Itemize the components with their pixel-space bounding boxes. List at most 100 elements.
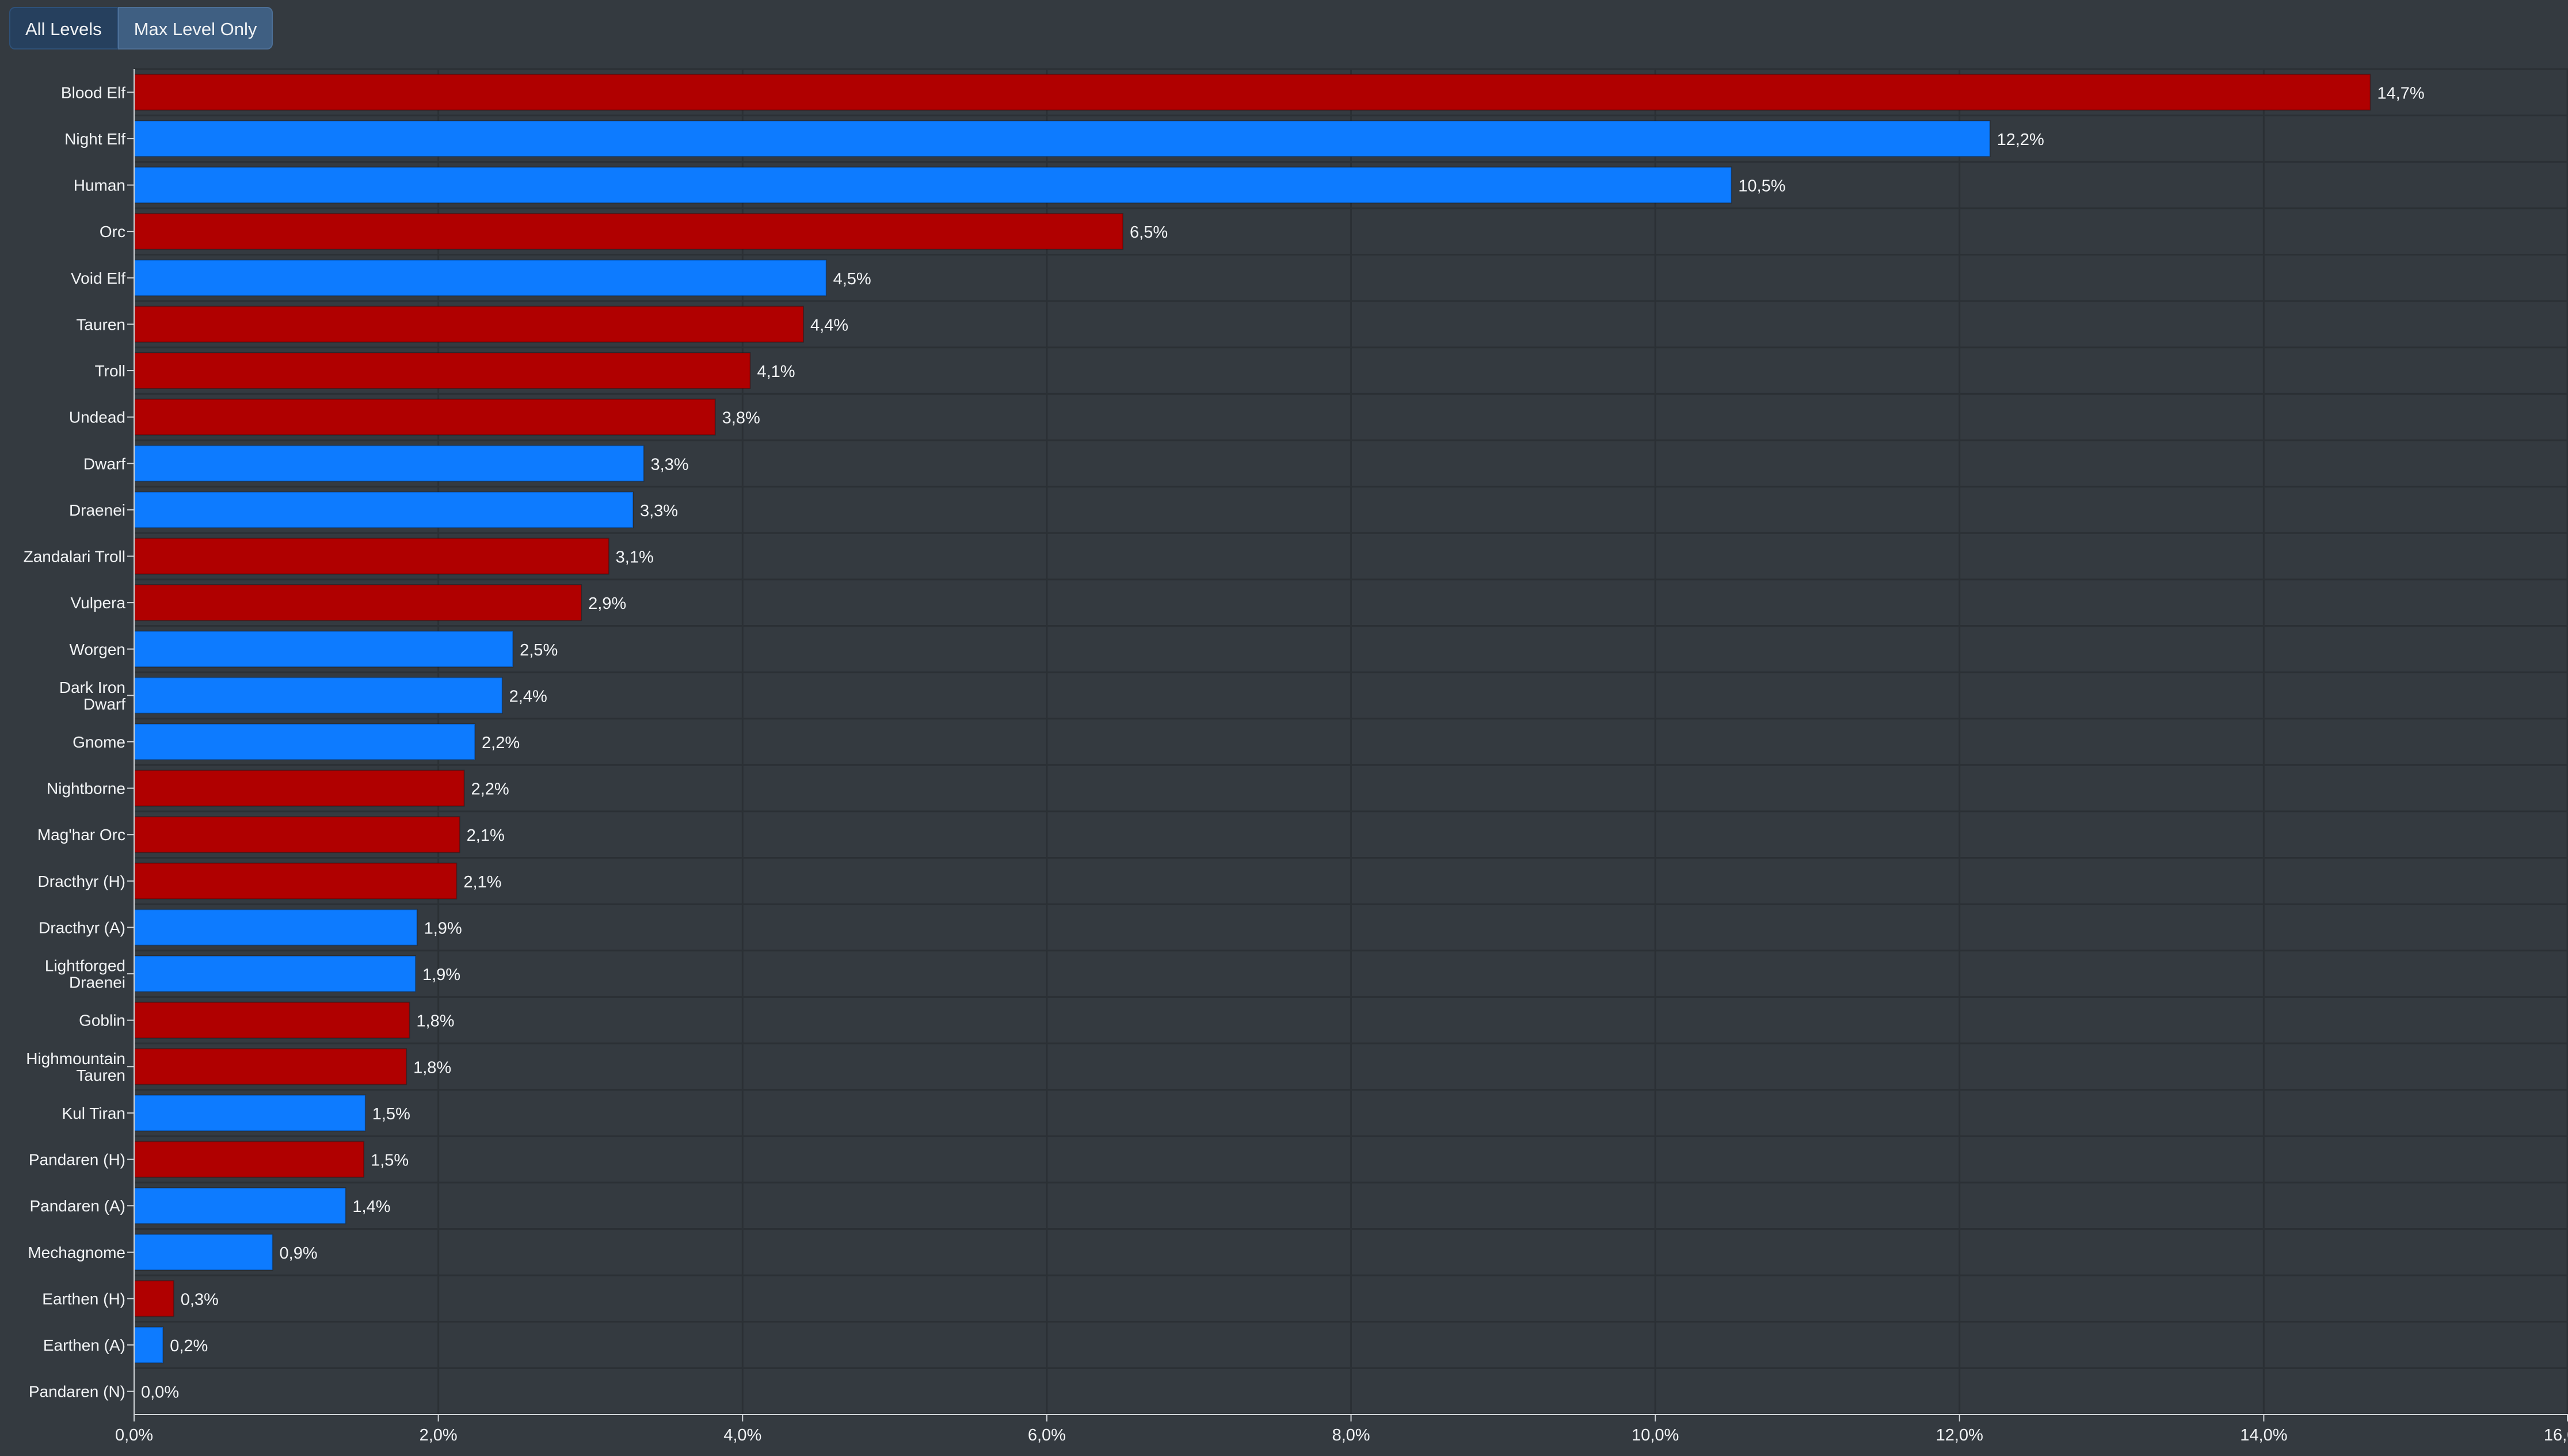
bars bbox=[134, 74, 2371, 1364]
bar-mechagnome[interactable] bbox=[134, 1233, 273, 1271]
bar-blood-elf[interactable] bbox=[134, 74, 2371, 111]
bar-highmountain-tauren[interactable] bbox=[134, 1048, 407, 1085]
x-tick-label: 4,0% bbox=[723, 1426, 761, 1444]
value-label: 1,8% bbox=[416, 1012, 454, 1031]
value-label: 1,8% bbox=[413, 1058, 451, 1077]
category-label: Dracthyr (A) bbox=[39, 918, 125, 936]
value-label: 2,2% bbox=[471, 780, 509, 799]
bar-gnome[interactable] bbox=[134, 723, 476, 761]
category-label: Earthen (A) bbox=[43, 1336, 125, 1354]
category-label: Highmountain bbox=[26, 1050, 125, 1068]
axes bbox=[127, 69, 2568, 1421]
bar-zandalari-troll[interactable] bbox=[134, 538, 609, 575]
category-label: Nightborne bbox=[47, 780, 125, 798]
value-label: 1,5% bbox=[371, 1152, 409, 1170]
bar-vulpera[interactable] bbox=[134, 584, 582, 622]
x-tick-label: 16,0% bbox=[2544, 1426, 2568, 1444]
level-filter-toggle: All Levels Max Level Only bbox=[9, 7, 273, 49]
value-label: 2,5% bbox=[520, 641, 558, 660]
labels: 0,0% 2,0% 4,0% 6,0% 8,0% 10,0% 12,0% 14,0% 16,0%… bbox=[24, 83, 2568, 1444]
value-label: 12,2% bbox=[1997, 131, 2044, 149]
category-label: Tauren bbox=[76, 315, 125, 333]
bar-pandaren-a-[interactable] bbox=[134, 1187, 346, 1225]
bar-void-elf[interactable] bbox=[134, 259, 827, 296]
value-label: 3,3% bbox=[640, 502, 678, 520]
x-tick-label: 14,0% bbox=[2240, 1426, 2287, 1444]
category-label: Orc bbox=[100, 223, 125, 241]
bar-kul-tiran[interactable] bbox=[134, 1094, 366, 1132]
bar-dwarf[interactable] bbox=[134, 445, 645, 482]
bar-dracthyr-a-[interactable] bbox=[134, 909, 418, 946]
category-label: Void Elf bbox=[71, 269, 125, 287]
category-label: Dracthyr (H) bbox=[38, 872, 125, 890]
value-label: 2,2% bbox=[482, 734, 520, 752]
bar-earthen-a-[interactable] bbox=[134, 1327, 164, 1364]
category-label: Vulpera bbox=[71, 594, 126, 612]
bar-tauren[interactable] bbox=[134, 306, 804, 343]
x-tick-label: 0,0% bbox=[115, 1426, 153, 1444]
value-label: 1,4% bbox=[352, 1198, 390, 1216]
x-tick-label: 2,0% bbox=[420, 1426, 458, 1444]
value-label: 3,8% bbox=[722, 409, 760, 428]
value-label: 0,9% bbox=[280, 1244, 318, 1263]
value-label: 1,9% bbox=[422, 966, 460, 984]
category-label: Pandaren (H) bbox=[29, 1151, 125, 1169]
value-label: 2,1% bbox=[467, 826, 505, 845]
value-label: 4,4% bbox=[810, 316, 848, 334]
category-label: Dark Iron bbox=[59, 679, 125, 696]
category-label: Blood Elf bbox=[61, 83, 125, 101]
bar-dracthyr-h-[interactable] bbox=[134, 862, 458, 899]
category-label: Gnome bbox=[73, 733, 125, 751]
bar-orc[interactable] bbox=[134, 213, 1124, 250]
bar-worgen[interactable] bbox=[134, 630, 514, 668]
bar-human[interactable] bbox=[134, 166, 1732, 204]
max-level-only-button[interactable]: Max Level Only bbox=[117, 7, 273, 49]
bar-dark-iron-dwarf[interactable] bbox=[134, 677, 503, 714]
value-label: 14,7% bbox=[2377, 84, 2424, 102]
category-label: Draenei bbox=[69, 501, 125, 519]
category-label: Undead bbox=[69, 409, 125, 426]
category-label: Pandaren (A) bbox=[29, 1197, 125, 1215]
bar-goblin[interactable] bbox=[134, 1001, 410, 1039]
value-label: 2,9% bbox=[588, 594, 626, 613]
value-label: 3,1% bbox=[616, 548, 654, 567]
category-label: Dwarf bbox=[83, 455, 125, 472]
value-label: 2,4% bbox=[509, 687, 547, 706]
bar-draenei[interactable] bbox=[134, 491, 634, 528]
all-levels-button[interactable]: All Levels bbox=[9, 7, 118, 49]
x-tick-label: 10,0% bbox=[1632, 1426, 1679, 1444]
value-label: 1,9% bbox=[424, 919, 462, 937]
value-label: 4,1% bbox=[757, 363, 795, 381]
category-label: Troll bbox=[95, 362, 125, 380]
category-label: Draenei bbox=[69, 974, 125, 992]
category-label: Worgen bbox=[69, 641, 125, 658]
bar-pandaren-h-[interactable] bbox=[134, 1141, 365, 1178]
value-label: 0,0% bbox=[141, 1383, 179, 1402]
category-label: Mechagnome bbox=[28, 1244, 125, 1261]
bar-mag-har-orc[interactable] bbox=[134, 816, 460, 853]
category-label: Mag'har Orc bbox=[37, 826, 125, 844]
bar-troll[interactable] bbox=[134, 352, 751, 390]
value-label: 2,1% bbox=[463, 873, 501, 891]
bar-undead[interactable] bbox=[134, 398, 716, 436]
value-label: 0,3% bbox=[181, 1290, 219, 1309]
value-label: 4,5% bbox=[833, 270, 871, 288]
category-label: Earthen (H) bbox=[42, 1290, 125, 1308]
bar-night-elf[interactable] bbox=[134, 120, 1991, 157]
bar-nightborne[interactable] bbox=[134, 769, 465, 807]
value-label: 1,5% bbox=[372, 1105, 410, 1123]
category-label: Night Elf bbox=[64, 130, 125, 148]
value-label: 10,5% bbox=[1738, 177, 1785, 196]
bar-earthen-h-[interactable] bbox=[134, 1280, 174, 1317]
value-label: 0,2% bbox=[170, 1337, 208, 1355]
category-label: Kul Tiran bbox=[62, 1104, 126, 1122]
category-label: Pandaren (N) bbox=[29, 1383, 125, 1401]
category-label: Human bbox=[74, 177, 125, 195]
x-tick-label: 6,0% bbox=[1028, 1426, 1066, 1444]
category-label: Dwarf bbox=[83, 695, 125, 713]
value-label: 6,5% bbox=[1130, 223, 1168, 242]
category-label: Tauren bbox=[76, 1066, 125, 1084]
bar-lightforged-draenei[interactable] bbox=[134, 955, 416, 993]
x-tick-label: 8,0% bbox=[1332, 1426, 1370, 1444]
